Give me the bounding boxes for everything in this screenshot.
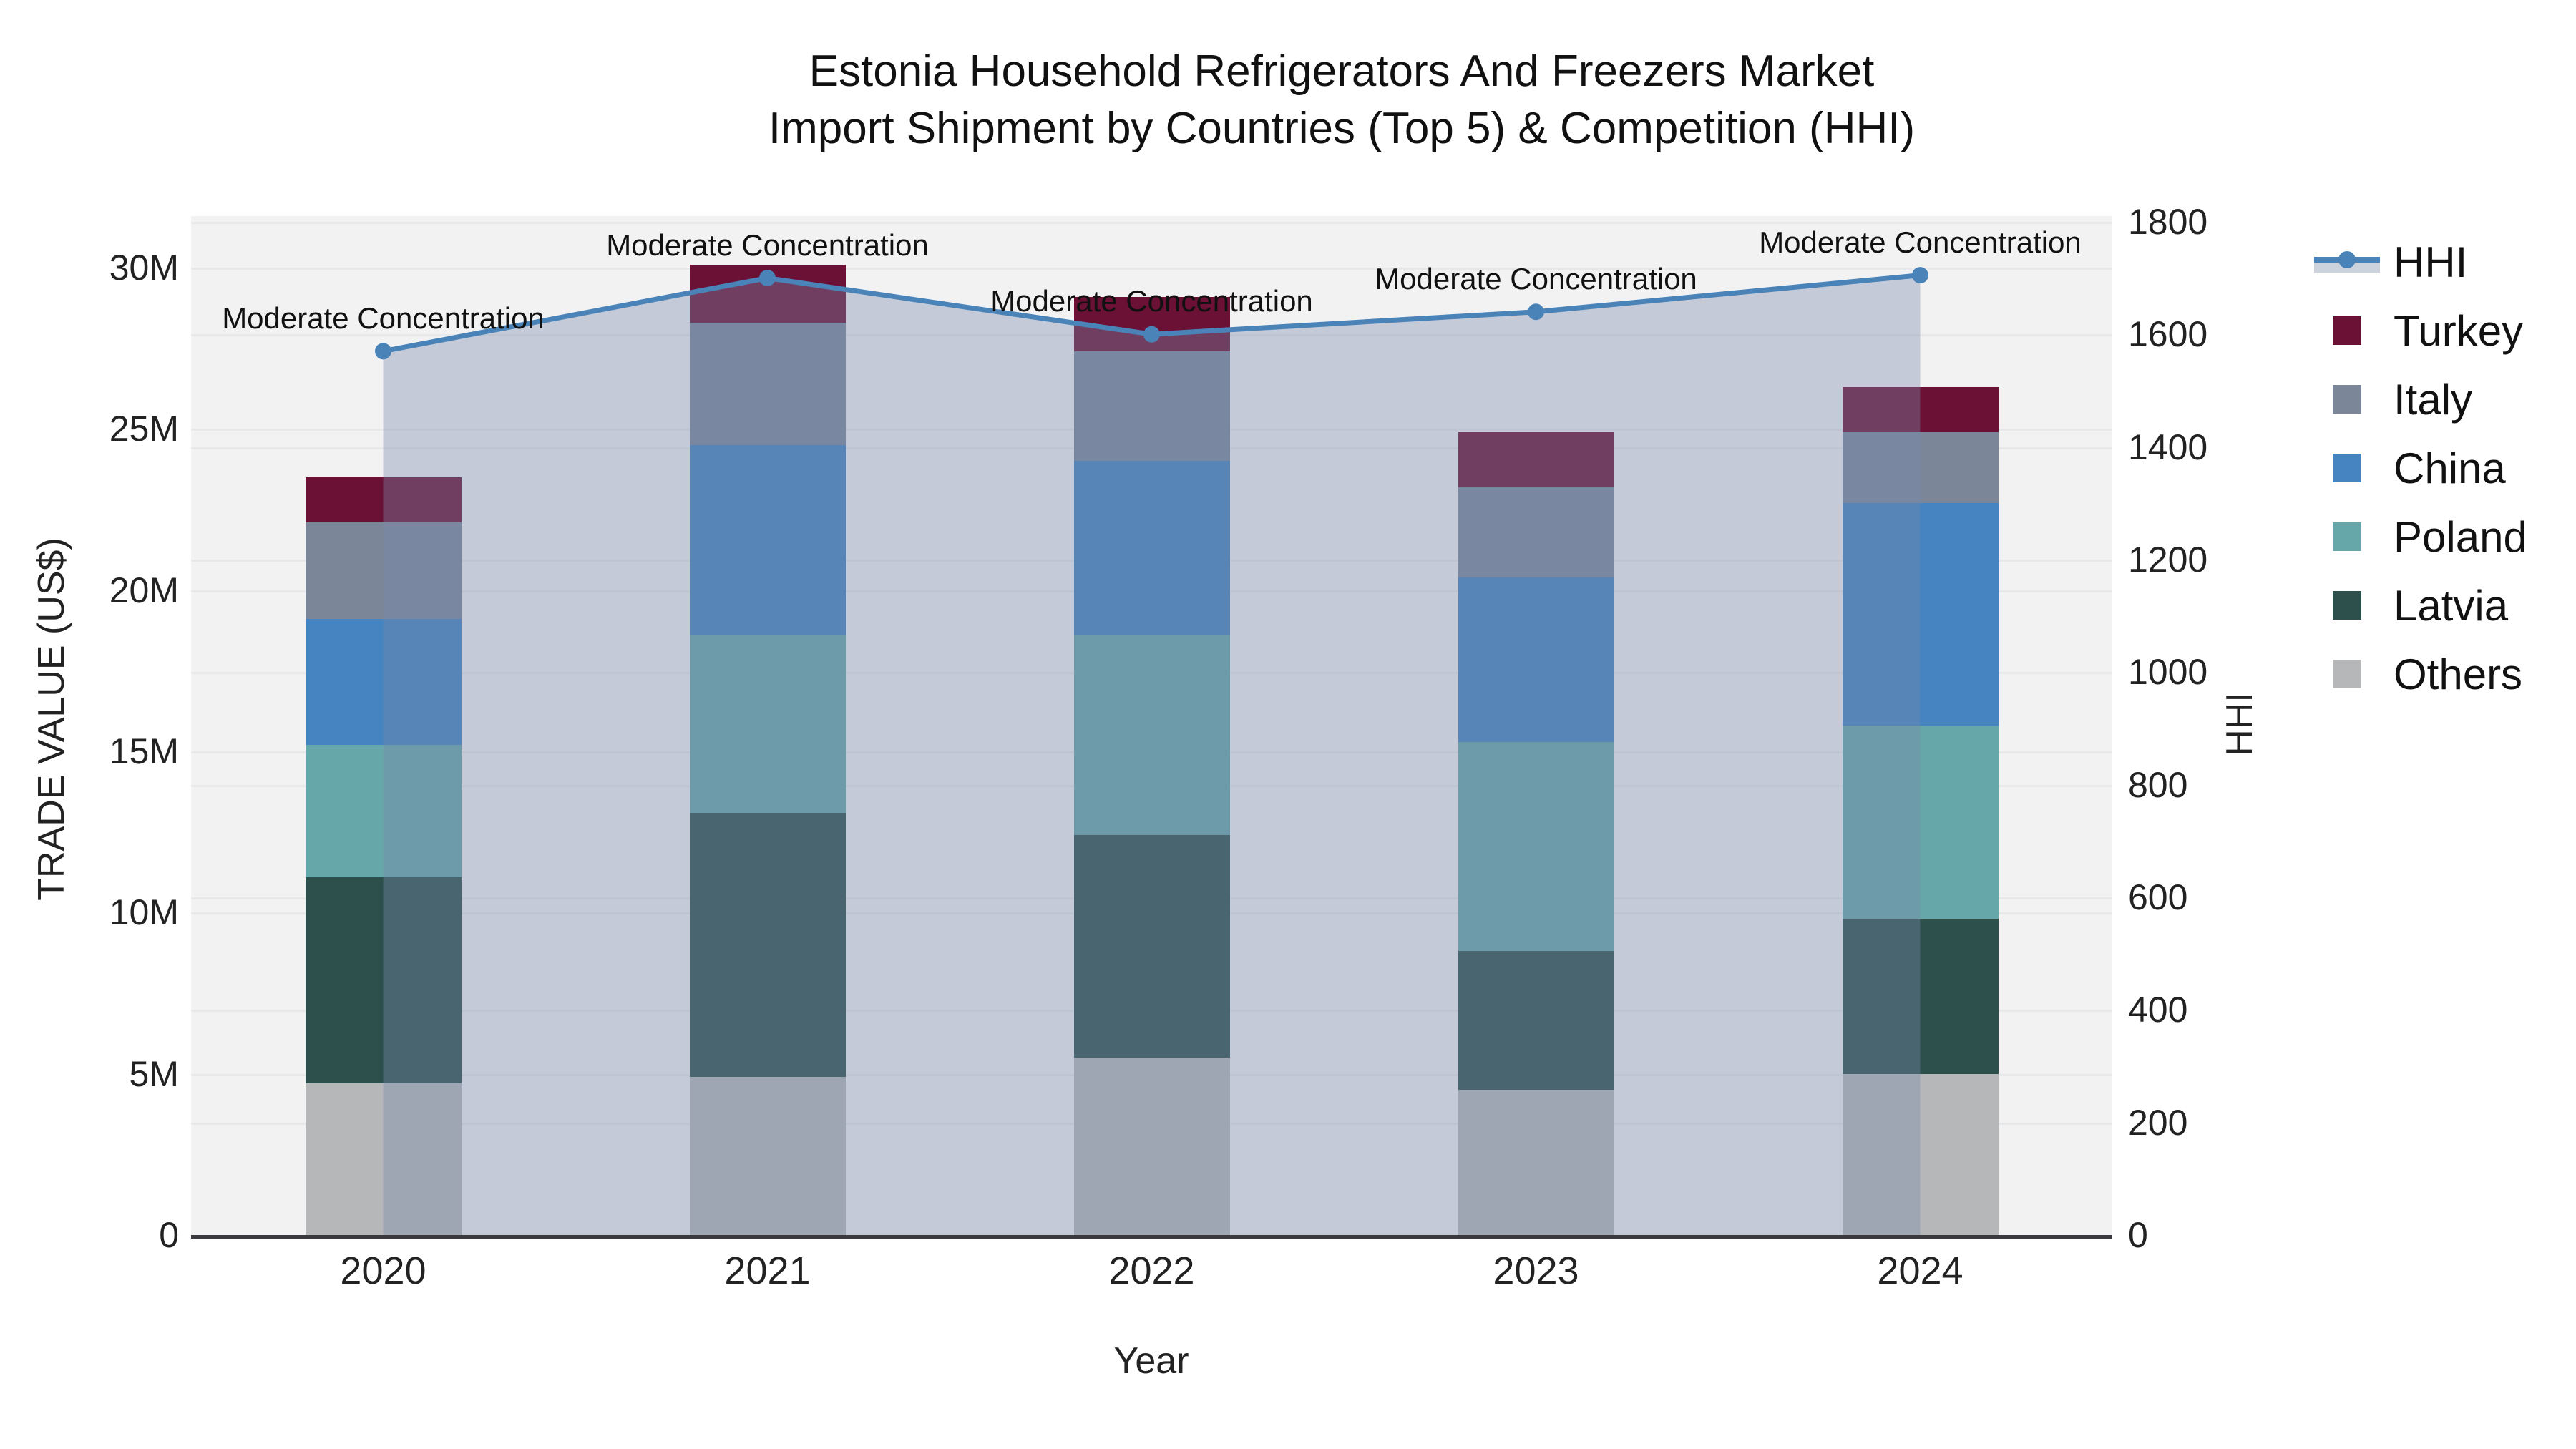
y-left-tick-0: 0 <box>159 1215 179 1255</box>
x-tick-2022: 2022 <box>1108 1249 1195 1292</box>
y-right-tick-200: 200 <box>2128 1102 2188 1143</box>
chart-title-line1: Estonia Household Refrigerators And Free… <box>809 47 1875 96</box>
legend-label-latvia: Latvia <box>2394 581 2509 630</box>
bar-segment-poland-2023[interactable] <box>1458 741 1614 952</box>
bar-segment-latvia-2024[interactable] <box>1842 919 1999 1074</box>
chart-title-line2: Import Shipment by Countries (Top 5) & C… <box>768 104 1916 153</box>
bar-segment-others-2023[interactable] <box>1458 1090 1614 1235</box>
bar-segment-poland-2022[interactable] <box>1073 635 1230 836</box>
legend-label-others: Others <box>2394 650 2523 698</box>
legend-swatch-others <box>2333 660 2361 688</box>
y-left-tick-5M: 5M <box>129 1053 179 1094</box>
legend-swatch-china <box>2333 454 2361 482</box>
hhi-marker-2022[interactable] <box>1143 326 1160 343</box>
bar-segment-china-2020[interactable] <box>305 619 462 746</box>
bar-segment-latvia-2020[interactable] <box>305 877 462 1084</box>
gridline-left-30 <box>191 268 2112 270</box>
bar-segment-turkey-2024[interactable] <box>1842 386 1999 432</box>
y-left-tick-10M: 10M <box>109 892 179 933</box>
legend-label-hhi: HHI <box>2394 238 2468 286</box>
bar-segment-others-2021[interactable] <box>689 1077 846 1235</box>
bar-segment-others-2024[interactable] <box>1842 1073 1999 1235</box>
legend-hhi-line-icon <box>2314 251 2380 273</box>
legend-item-turkey[interactable]: Turkey <box>2310 296 2523 365</box>
y-right-tick-1600: 1600 <box>2128 314 2208 355</box>
bar-segment-china-2022[interactable] <box>1073 461 1230 635</box>
y-left-tick-25M: 25M <box>109 409 179 449</box>
y-right-tick-1200: 1200 <box>2128 539 2208 580</box>
annotation-2023: Moderate Concentration <box>1375 261 1697 296</box>
x-tick-2024: 2024 <box>1877 1249 1963 1292</box>
bar-segment-poland-2024[interactable] <box>1842 726 1999 919</box>
y-axis-right-title: HHI <box>2219 692 2260 756</box>
bar-segment-turkey-2023[interactable] <box>1458 431 1614 487</box>
bar-segment-latvia-2021[interactable] <box>689 812 846 1078</box>
y-axis-left-title: TRADE VALUE (US$) <box>31 537 72 901</box>
bar-segment-italy-2021[interactable] <box>689 322 846 445</box>
legend-label-italy: Italy <box>2394 375 2473 424</box>
hhi-marker-2021[interactable] <box>759 270 776 287</box>
bar-segment-latvia-2023[interactable] <box>1458 951 1614 1091</box>
legend-item-italy[interactable]: Italy <box>2310 365 2472 434</box>
gridline-right-1800 <box>191 221 2112 224</box>
legend-item-others[interactable]: Others <box>2310 640 2522 708</box>
hhi-marker-2023[interactable] <box>1528 303 1544 321</box>
bar-segment-italy-2020[interactable] <box>305 522 462 620</box>
y-right-tick-1800: 1800 <box>2128 201 2208 242</box>
y-right-tick-0: 0 <box>2128 1215 2148 1255</box>
bar-segment-italy-2023[interactable] <box>1458 487 1614 577</box>
x-axis-title: Year <box>1113 1340 1189 1382</box>
bar-segment-italy-2022[interactable] <box>1073 351 1230 462</box>
plot-area: Moderate Concentration Moderate Concentra… <box>191 216 2112 1239</box>
bar-segment-china-2021[interactable] <box>689 444 846 635</box>
legend-label-china: China <box>2394 444 2506 492</box>
bar-segment-china-2024[interactable] <box>1842 503 1999 726</box>
legend-label-turkey: Turkey <box>2394 306 2524 355</box>
chart-title: Estonia Household Refrigerators And Free… <box>107 43 2576 157</box>
bar-segment-others-2022[interactable] <box>1073 1058 1230 1235</box>
bar-segment-poland-2020[interactable] <box>305 745 462 877</box>
legend-item-latvia[interactable]: Latvia <box>2310 571 2508 640</box>
y-right-tick-800: 800 <box>2128 764 2188 805</box>
y-right-tick-1000: 1000 <box>2128 652 2208 693</box>
x-tick-2021: 2021 <box>724 1249 811 1292</box>
y-left-tick-30M: 30M <box>109 248 179 288</box>
legend-swatch-italy <box>2333 385 2361 414</box>
annotation-2022: Moderate Concentration <box>990 284 1313 318</box>
y-left-tick-20M: 20M <box>109 570 179 610</box>
legend-swatch-latvia <box>2333 591 2361 620</box>
hhi-marker-2024[interactable] <box>1912 267 1928 284</box>
x-tick-2020: 2020 <box>340 1249 426 1292</box>
legend-item-hhi[interactable]: HHI <box>2310 228 2467 296</box>
annotation-2021: Moderate Concentration <box>606 228 929 262</box>
bar-segment-latvia-2022[interactable] <box>1073 835 1230 1058</box>
legend-label-poland: Poland <box>2394 512 2527 561</box>
bar-segment-poland-2021[interactable] <box>689 635 846 813</box>
bar-segment-italy-2024[interactable] <box>1842 431 1999 504</box>
bar-segment-china-2023[interactable] <box>1458 577 1614 742</box>
annotation-2024: Moderate Concentration <box>1759 225 2082 259</box>
bar-segment-turkey-2020[interactable] <box>305 477 462 523</box>
annotation-2020: Moderate Concentration <box>222 301 545 335</box>
legend-swatch-poland <box>2333 522 2361 551</box>
bar-segment-others-2020[interactable] <box>305 1083 462 1235</box>
legend-item-poland[interactable]: Poland <box>2310 502 2527 571</box>
legend-swatch-turkey <box>2333 316 2361 345</box>
legend-item-china[interactable]: China <box>2310 434 2506 502</box>
y-right-tick-400: 400 <box>2128 990 2188 1030</box>
y-left-tick-15M: 15M <box>109 731 179 772</box>
hhi-marker-2020[interactable] <box>375 343 391 360</box>
y-right-tick-1400: 1400 <box>2128 426 2208 467</box>
y-right-tick-600: 600 <box>2128 877 2188 917</box>
x-tick-2023: 2023 <box>1493 1249 1579 1292</box>
